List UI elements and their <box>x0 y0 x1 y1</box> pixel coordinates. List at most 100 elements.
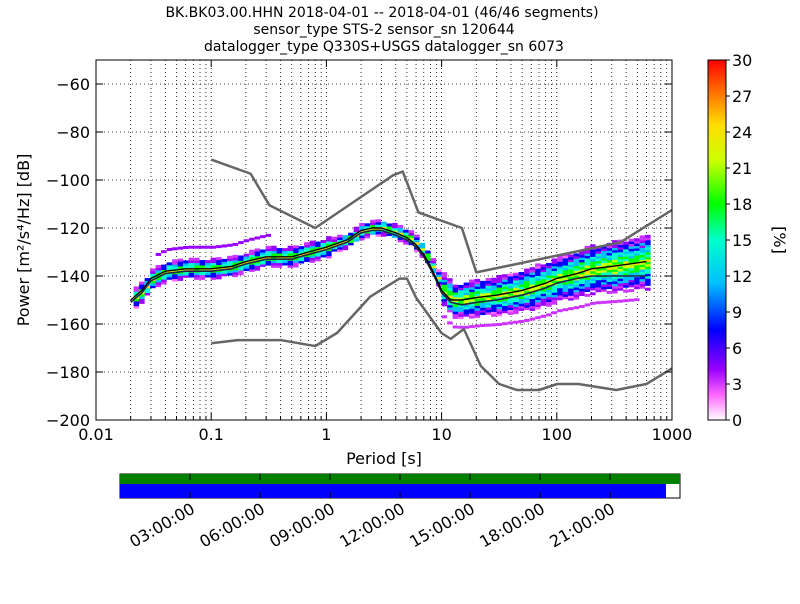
psd-cell <box>496 301 503 305</box>
colorbar-tick-label: 15 <box>732 231 752 250</box>
psd-cell <box>524 290 530 294</box>
psd-cell <box>436 271 442 275</box>
psd-cell <box>524 285 530 289</box>
psd-cell <box>645 263 651 267</box>
psd-cell <box>419 245 426 249</box>
psd-cell <box>573 270 580 274</box>
psd-cell <box>617 287 624 291</box>
psd-cell <box>474 307 481 311</box>
psd-cell <box>524 275 530 279</box>
psd-cell <box>601 281 607 285</box>
psd-cell <box>551 265 558 269</box>
psd-cell <box>623 289 629 293</box>
mode-curve <box>130 227 647 301</box>
psd-cell <box>452 306 459 310</box>
psd-cell <box>623 277 629 281</box>
psd-cell <box>469 289 475 293</box>
psd-cell <box>172 276 178 280</box>
psd-cell <box>557 294 563 298</box>
psd-cell <box>485 278 492 282</box>
psd-cell <box>480 297 486 301</box>
psd-cell <box>628 281 635 285</box>
psd-cell <box>436 269 442 273</box>
psd-cell <box>419 247 426 251</box>
psd-cell <box>617 254 624 258</box>
psd-cell <box>513 277 519 281</box>
psd-cell <box>546 274 552 278</box>
psd-cell <box>491 282 497 286</box>
psd-cell <box>469 325 475 329</box>
psd-cell <box>452 308 459 312</box>
psd-cell <box>166 262 173 266</box>
psd-cell <box>326 236 332 240</box>
psd-cell <box>557 266 563 270</box>
psd-cell <box>529 274 536 278</box>
psd-cell <box>232 242 239 246</box>
psd-cell <box>623 258 629 262</box>
psd-cell <box>265 253 272 257</box>
psd-cell <box>364 223 371 227</box>
psd-cell <box>518 281 525 285</box>
psd-cell <box>584 262 591 266</box>
psd-cell <box>144 287 151 291</box>
psd-cell <box>634 252 640 256</box>
psd-cell <box>557 285 563 289</box>
psd-cell <box>276 248 283 252</box>
psd-cell <box>260 254 266 258</box>
psd-cell <box>227 258 233 262</box>
psd-cell <box>584 272 591 276</box>
psd-cell <box>469 305 475 309</box>
psd-cell <box>166 264 173 268</box>
psd-cell <box>590 275 596 279</box>
psd-cell <box>254 267 261 271</box>
psd-cell <box>502 298 508 302</box>
psd-cell <box>485 302 492 306</box>
psd-cell <box>606 271 613 275</box>
psd-cell <box>232 266 239 270</box>
psd-cell <box>348 239 354 243</box>
psd-cell <box>551 263 558 267</box>
psd-cell <box>507 299 514 303</box>
psd-cell <box>617 261 624 265</box>
plot-frame <box>95 59 673 421</box>
psd-cell <box>590 270 596 274</box>
psd-cell <box>639 256 646 260</box>
psd-cell <box>249 268 255 272</box>
psd-cell <box>441 284 448 288</box>
psd-cell <box>590 256 596 260</box>
psd-cell <box>238 269 244 273</box>
psd-cell <box>568 297 574 301</box>
psd-cell <box>172 259 178 263</box>
psd-cell <box>315 255 321 259</box>
psd-cell <box>584 260 591 264</box>
psd-cell <box>584 245 591 249</box>
psd-cell <box>535 270 541 274</box>
psd-cell <box>612 252 618 256</box>
psd-cell <box>496 313 503 317</box>
psd-cell <box>496 298 503 302</box>
psd-cell <box>326 245 332 249</box>
psd-cell <box>568 285 574 289</box>
psd-cell <box>601 267 607 271</box>
psd-cell <box>617 244 624 248</box>
psd-cell <box>551 289 558 293</box>
psd-cell <box>540 285 547 289</box>
psd-cell <box>293 247 299 251</box>
psd-cell <box>612 247 618 251</box>
psd-cell <box>546 289 552 293</box>
psd-cell <box>535 284 541 288</box>
psd-cell <box>205 260 211 264</box>
psd-cell <box>557 309 563 313</box>
psd-cell <box>155 281 162 285</box>
psd-cell <box>419 242 426 246</box>
psd-cell <box>595 270 602 274</box>
psd-cell <box>529 271 536 275</box>
psd-cell <box>562 277 569 281</box>
psd-cell <box>452 303 459 307</box>
psd-cell <box>524 299 530 303</box>
psd-cell <box>606 257 613 261</box>
psd-cell <box>502 295 508 299</box>
title-line-2: sensor_type STS-2 sensor_sn 120644 <box>253 22 514 38</box>
psd-cell <box>606 290 613 294</box>
psd-cell <box>568 292 574 296</box>
